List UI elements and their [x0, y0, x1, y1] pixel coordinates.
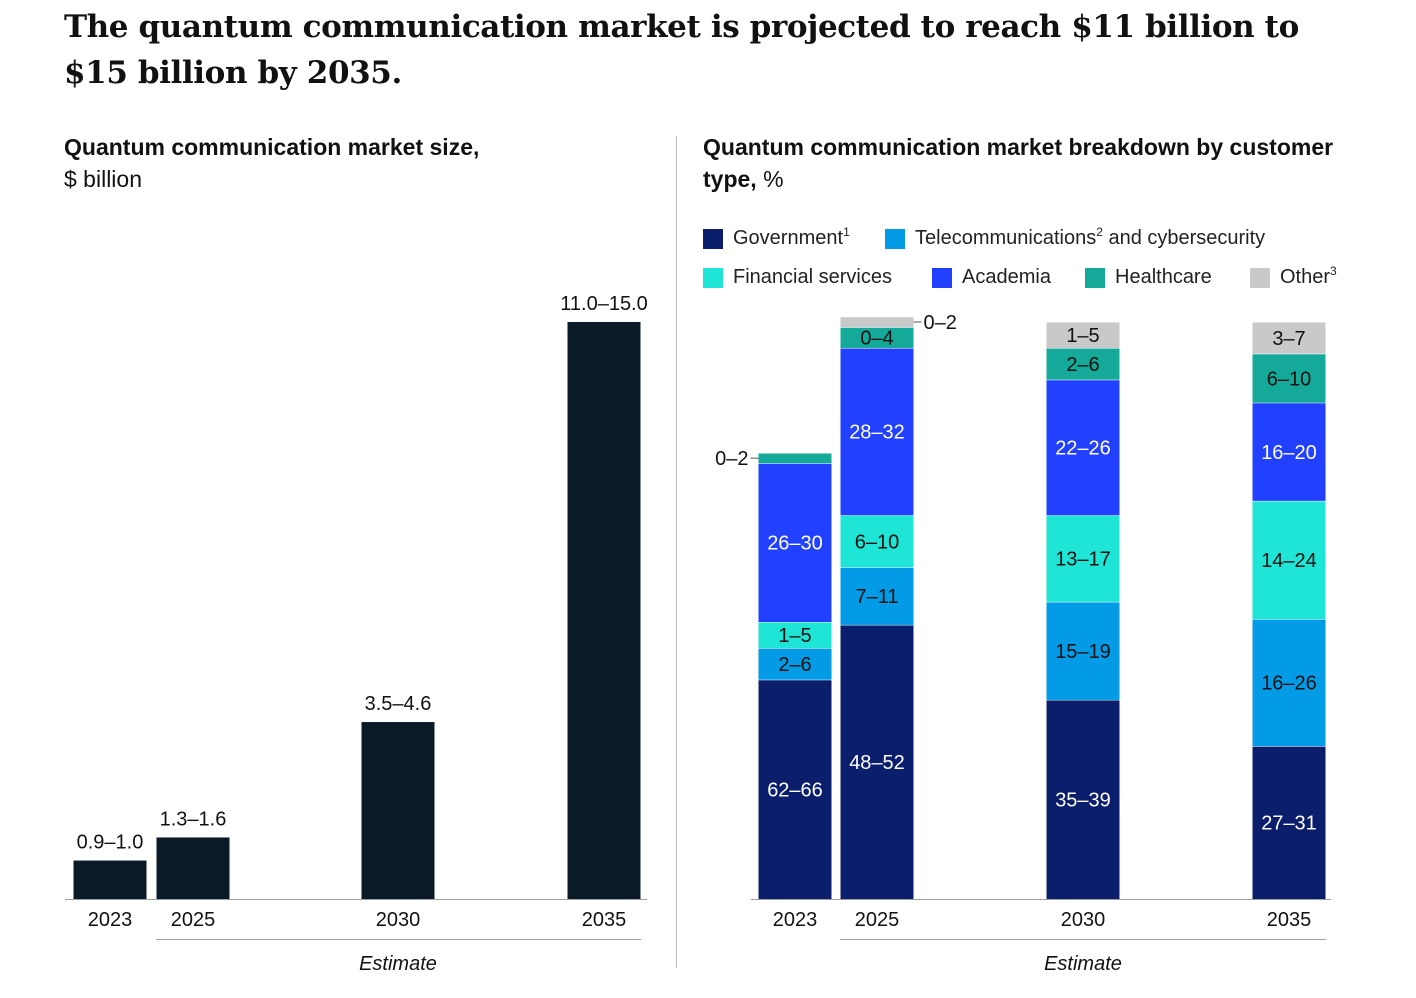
legend-label: Telecommunications2 and cybersecurity: [915, 225, 1266, 249]
value-label-2023: 0.9–1.0: [77, 832, 144, 854]
segment-label-academia-2035: 16–20: [1261, 442, 1317, 464]
segment-label-healthcare-2035: 6–10: [1267, 368, 1312, 390]
segment-financial-services-2025: [840, 515, 914, 568]
legend-swatch: [885, 228, 905, 249]
bar-2023: [73, 860, 147, 899]
segment-label-financial-services-2030: 13–17: [1055, 549, 1111, 571]
segment-government-2030: [1046, 699, 1120, 899]
right-chart-title: Quantum communication market breakdown b…: [703, 131, 1363, 195]
segment-label-government-2035: 27–31: [1261, 813, 1317, 835]
left-chart-unit: $ billion: [64, 166, 142, 192]
estimate-label: Estimate: [1044, 953, 1122, 975]
segment-financial-services-2035: [1252, 500, 1326, 620]
segment-label-other-2030: 1–5: [1066, 325, 1099, 347]
x-tick-label-2030: 2030: [376, 909, 421, 931]
segment-other-2030: [1046, 322, 1120, 348]
segment-label-telecommunications-and-cybersecurity-2030: 15–19: [1055, 641, 1111, 663]
segment-other-2025: [840, 316, 914, 328]
panel-divider: [676, 136, 677, 968]
legend-swatch: [1085, 267, 1105, 288]
legend-item-telecommunications: Telecommunications2 and cybersecurity: [885, 225, 1266, 250]
x-tick-label-2025: 2025: [855, 909, 900, 931]
x-tick-label-2023: 2023: [773, 909, 818, 931]
legend-label: Other3: [1280, 264, 1337, 288]
legend-item-other: Other3: [1250, 264, 1337, 289]
segment-academia-2030: [1046, 379, 1120, 516]
segment-label-government-2030: 35–39: [1055, 789, 1111, 811]
segment-financial-services-2023: [758, 622, 832, 649]
right-chart-unit: %: [763, 166, 784, 192]
segment-telecommunications-and-cybersecurity-2035: [1252, 619, 1326, 747]
left-chart-title-bold: Quantum communication market size,: [64, 134, 480, 160]
estimate-label: Estimate: [359, 953, 437, 975]
segment-label-financial-services-2035: 14–24: [1261, 550, 1317, 572]
legend-label: Academia: [962, 266, 1051, 288]
value-label-2025: 1.3–1.6: [160, 808, 227, 830]
segment-label-healthcare-2025: 0–4: [860, 328, 893, 350]
bar-2030: [361, 722, 435, 899]
legend-item-healthcare: Healthcare: [1085, 266, 1212, 289]
legend-label: Government1: [733, 225, 850, 249]
segment-healthcare-2030: [1046, 347, 1120, 380]
x-tick-label-2035: 2035: [582, 909, 627, 931]
segment-label-government-2023: 62–66: [767, 779, 823, 801]
segment-healthcare-2023: [758, 452, 832, 464]
segment-label-telecommunications-and-cybersecurity-2025: 7–11: [855, 586, 898, 608]
callout-label-healthcare-2023: 0–2: [715, 448, 748, 470]
legend-swatch: [703, 228, 723, 249]
segment-healthcare-2025: [840, 327, 914, 348]
legend-label: Financial services: [733, 266, 892, 288]
legend-label: Healthcare: [1115, 266, 1212, 288]
bar-2035: [567, 322, 641, 899]
callout-label-other-2025: 0–2: [924, 312, 957, 334]
segment-financial-services-2030: [1046, 515, 1120, 602]
legend-item-financial-services: Financial services: [703, 266, 892, 289]
left-chart-title: Quantum communication market size, $ bil…: [64, 131, 624, 195]
segment-label-healthcare-2030: 2–6: [1066, 354, 1099, 376]
segment-government-2025: [840, 624, 914, 899]
segment-telecommunications-and-cybersecurity-2025: [840, 567, 914, 625]
segment-telecommunications-and-cybersecurity-2030: [1046, 601, 1120, 700]
headline: The quantum communication market is proj…: [64, 9, 1299, 91]
legend-item-academia: Academia: [932, 266, 1051, 289]
x-tick-label-2025: 2025: [171, 909, 216, 931]
value-label-2035: 11.0–15.0: [560, 293, 648, 315]
segment-academia-2025: [840, 347, 914, 516]
segment-label-financial-services-2023: 1–5: [778, 625, 811, 647]
segment-academia-2035: [1252, 402, 1326, 501]
segment-government-2023: [758, 679, 832, 899]
x-tick-label-2023: 2023: [88, 909, 133, 931]
segment-label-academia-2030: 22–26: [1055, 437, 1111, 459]
x-tick-label-2030: 2030: [1061, 909, 1106, 931]
value-label-2030: 3.5–4.6: [365, 693, 432, 715]
segment-label-telecommunications-and-cybersecurity-2023: 2–6: [778, 654, 811, 676]
bar-2025: [156, 837, 230, 899]
legend-swatch: [1250, 267, 1270, 288]
x-tick-label-2035: 2035: [1267, 909, 1312, 931]
segment-label-academia-2025: 28–32: [849, 422, 905, 444]
segment-telecommunications-and-cybersecurity-2023: [758, 648, 832, 680]
segment-label-telecommunications-and-cybersecurity-2035: 16–26: [1261, 673, 1317, 695]
legend-swatch: [703, 267, 723, 288]
segment-label-government-2025: 48–52: [849, 752, 905, 774]
segment-academia-2023: [758, 463, 832, 623]
segment-label-financial-services-2025: 6–10: [855, 531, 900, 553]
market-size-chart: 0.9–1.0 2023 1.3–1.6 2025 3.5–4.6 2030 11.0–15…: [65, 293, 648, 975]
right-chart-title-bold: Quantum communication market breakdown b…: [703, 134, 1334, 192]
segment-label-academia-2023: 26–30: [767, 533, 823, 555]
legend-swatch: [932, 267, 952, 288]
legend-item-government: Government1: [703, 225, 850, 250]
segment-healthcare-2035: [1252, 353, 1326, 403]
segment-label-other-2035: 3–7: [1272, 328, 1305, 350]
segment-government-2035: [1252, 746, 1326, 899]
legend: Government1 Telecommunications2 and cyber…: [703, 222, 1403, 302]
segment-other-2035: [1252, 322, 1326, 354]
